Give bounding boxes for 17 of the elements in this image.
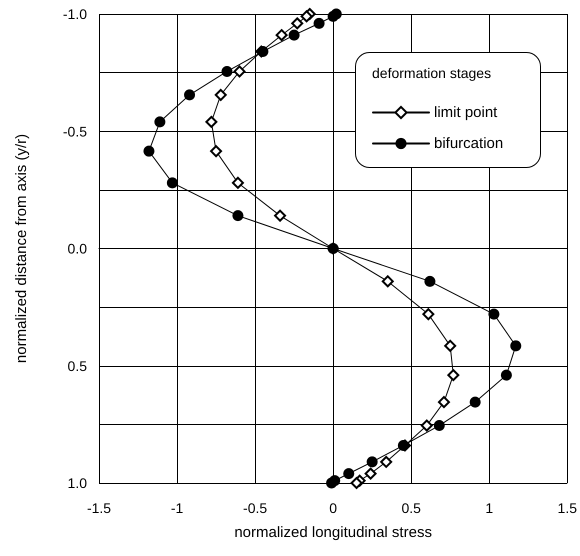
y-tick-label: 1.0: [68, 475, 88, 491]
x-tick-label: -1.5: [86, 500, 112, 516]
y-axis-title: normalized distance from axis (y/r): [13, 134, 30, 364]
legend-label: limit point: [434, 104, 498, 121]
x-axis-title: normalized longitudinal stress: [234, 524, 432, 541]
x-tick-label: 1.5: [558, 500, 578, 516]
y-tick-label: 0.0: [68, 240, 88, 256]
x-tick-label: -0.5: [243, 500, 268, 516]
x-tick-label: 1: [485, 500, 494, 516]
x-tick-label: -1: [170, 500, 184, 516]
x-tick-label: 0: [329, 500, 338, 516]
y-tick-label: -1.0: [62, 6, 88, 22]
legend-label: bifurcation: [434, 135, 504, 152]
y-tick-label: -0.5: [62, 123, 88, 140]
legend-title: deformation stages: [372, 65, 492, 81]
x-tick-label: 0.5: [401, 500, 422, 516]
y-tick-label: 0.5: [68, 358, 88, 374]
